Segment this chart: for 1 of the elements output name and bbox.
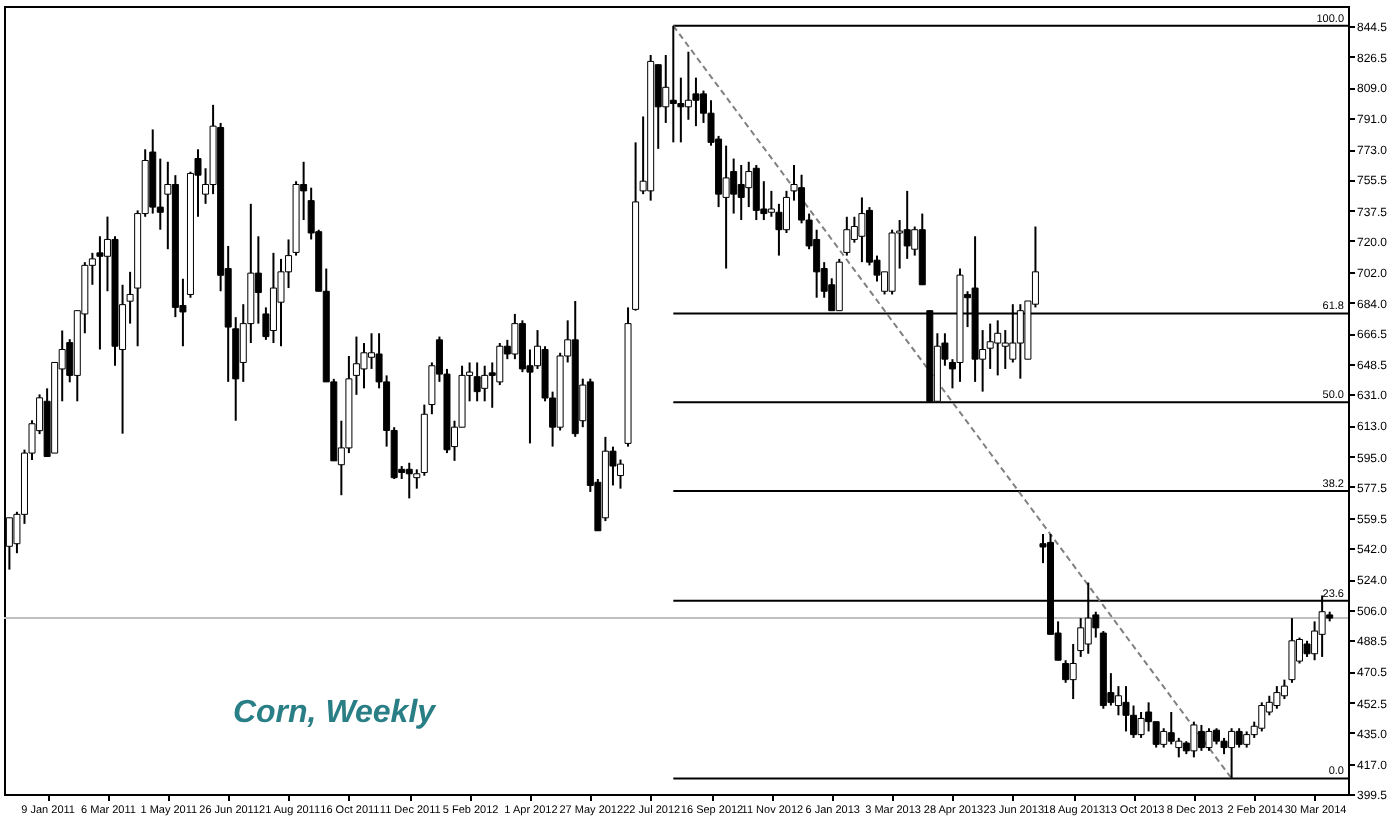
annotation: Corn, Weekly [232, 696, 438, 730]
